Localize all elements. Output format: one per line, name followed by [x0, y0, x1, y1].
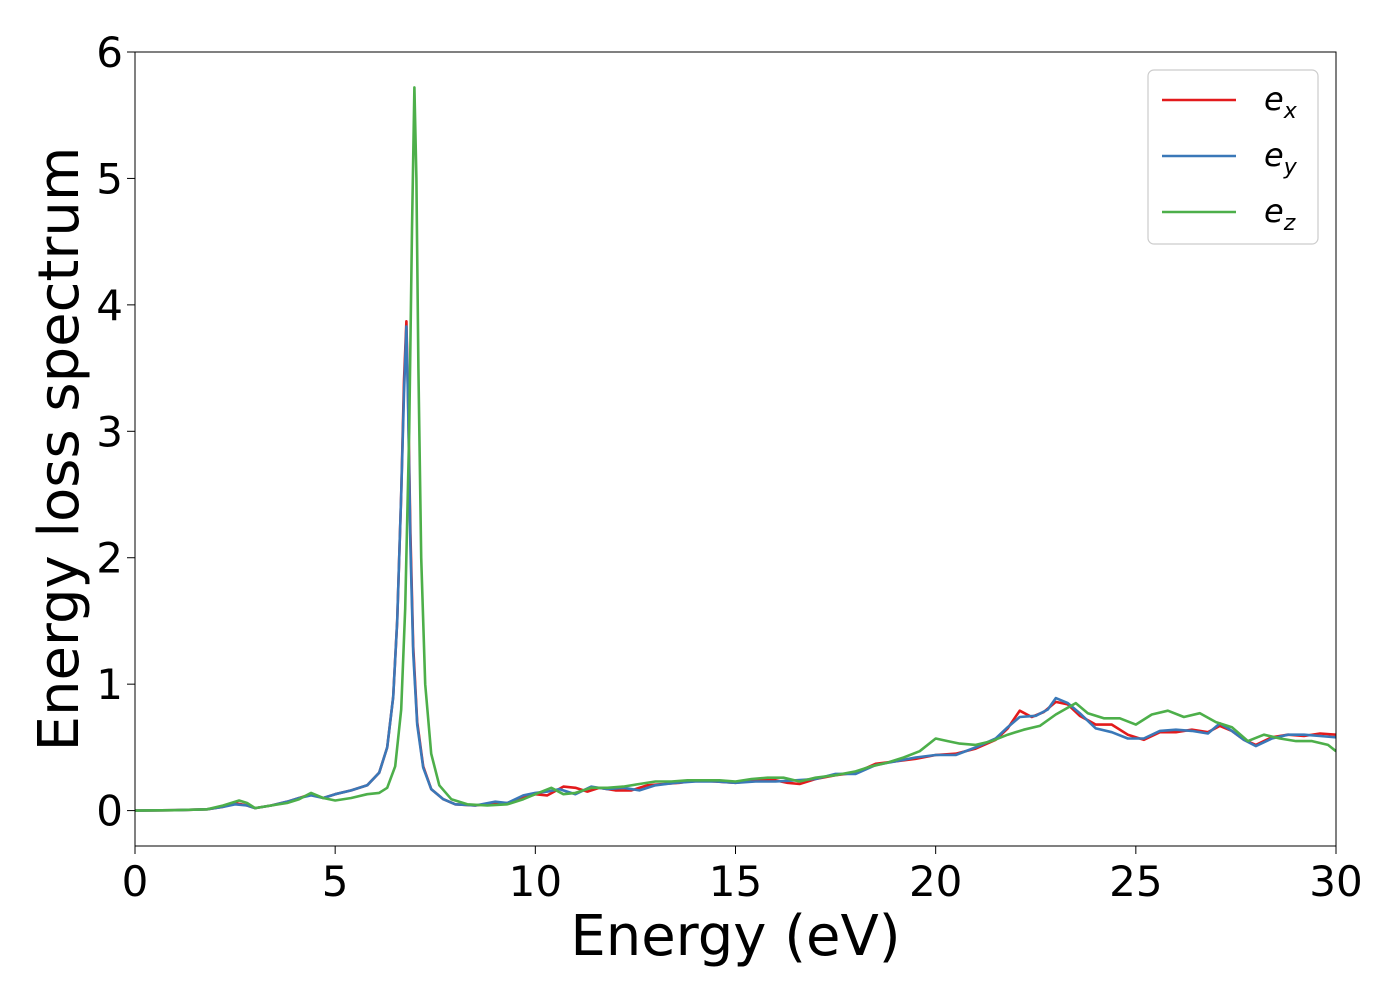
x-axis: 0 5 10 15 20 25 30: [122, 846, 1363, 906]
legend-label: ex: [1264, 80, 1298, 124]
y-tick-label: 5: [96, 154, 123, 203]
y-tick-label: 2: [96, 534, 123, 583]
series-line-e-z: [135, 86, 1336, 812]
x-tick-label: 20: [909, 857, 962, 906]
x-tick-label: 0: [122, 857, 149, 906]
y-tick-label: 6: [96, 28, 123, 77]
legend: ex ey ez: [1147, 69, 1319, 245]
x-tick-label: 15: [709, 857, 762, 906]
series-layer: [135, 86, 1336, 812]
y-axis-label: Energy loss spectrum: [27, 147, 92, 752]
legend-label: ey: [1264, 136, 1298, 180]
series-line-e-y: [135, 325, 1336, 812]
x-tick-label: 10: [509, 857, 562, 906]
x-tick-label: 25: [1109, 857, 1162, 906]
series-line-e-x: [135, 320, 1336, 812]
y-axis: 0 1 2 3 4 5 6: [96, 28, 135, 836]
x-axis-label: Energy (eV): [570, 904, 900, 969]
y-tick-label: 0: [96, 787, 123, 836]
x-tick-label: 30: [1309, 857, 1362, 906]
legend-label: ez: [1264, 192, 1296, 236]
y-tick-label: 1: [96, 660, 123, 709]
x-tick-label: 5: [322, 857, 349, 906]
y-tick-label: 3: [96, 407, 123, 456]
y-tick-label: 4: [96, 281, 123, 330]
